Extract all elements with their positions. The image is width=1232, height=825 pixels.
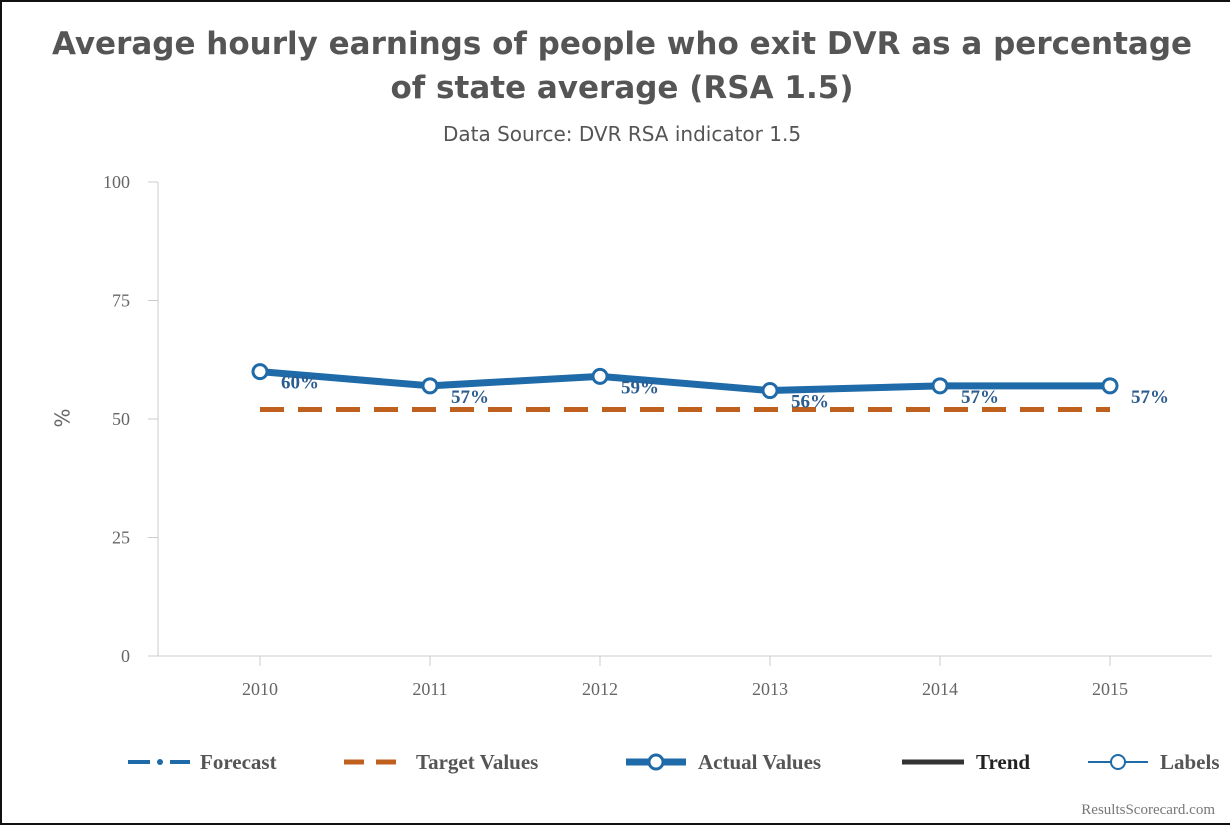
legend-item-forecast: Forecast: [128, 750, 277, 774]
data-label: 59%: [621, 377, 659, 398]
legend-item-trend: Trend: [902, 750, 1030, 774]
chart-axes: [157, 182, 1212, 657]
x-tick-label: 2013: [752, 679, 788, 699]
y-tick-label: 0: [121, 646, 130, 666]
x-tick-label: 2014: [922, 679, 958, 699]
legend-label: Actual Values: [698, 750, 821, 774]
data-point: [931, 377, 949, 395]
legend-item-labels: Labels: [1088, 750, 1220, 774]
legend-swatch-marker: [647, 753, 665, 771]
y-axis-ticks: 0 25 50 75 100: [103, 172, 158, 666]
x-tick-label: 2010: [242, 679, 278, 699]
series-line-actual-values: [259, 368, 1110, 395]
credit-text: ResultsScorecard.com: [1081, 802, 1215, 818]
legend-label: Labels: [1160, 750, 1220, 774]
legend-label: Target Values: [416, 750, 538, 774]
chart-title: Average hourly earnings of people who ex…: [51, 26, 1193, 106]
legend-swatch-dot: [157, 759, 163, 765]
y-tick-label: 100: [103, 172, 130, 192]
data-label: 57%: [451, 387, 489, 408]
data-point: [421, 377, 439, 395]
y-tick-label: 50: [112, 409, 130, 429]
data-point: [591, 367, 609, 385]
chart-series: 60% 57% 59% 56% 57% 57%: [251, 363, 1169, 413]
legend-label: Trend: [976, 750, 1030, 774]
y-axis-label: %: [51, 408, 75, 427]
x-tick-label: 2011: [412, 679, 447, 699]
data-point: [761, 382, 779, 400]
data-label: 57%: [1131, 387, 1169, 408]
legend-item-actual-values: Actual Values: [626, 750, 821, 774]
x-axis-ticks: 2010 2011 2012 2013 2014 2015: [242, 656, 1128, 699]
x-tick-label: 2015: [1092, 679, 1128, 699]
legend-label: Forecast: [200, 750, 277, 774]
chart-legend: Forecast Target Values Actual Values Trend L…: [128, 750, 1220, 774]
data-label: 57%: [961, 387, 999, 408]
legend-swatch-marker: [1110, 754, 1126, 770]
y-tick-label: 75: [112, 291, 130, 311]
data-point: [1101, 377, 1119, 395]
y-tick-label: 25: [112, 528, 130, 548]
data-point: [251, 363, 269, 381]
x-tick-label: 2012: [582, 679, 618, 699]
data-label: 56%: [791, 392, 829, 413]
chart-subtitle: Data Source: DVR RSA indicator 1.5: [442, 122, 802, 146]
data-label: 60%: [281, 373, 319, 394]
legend-item-target-values: Target Values: [344, 750, 538, 774]
